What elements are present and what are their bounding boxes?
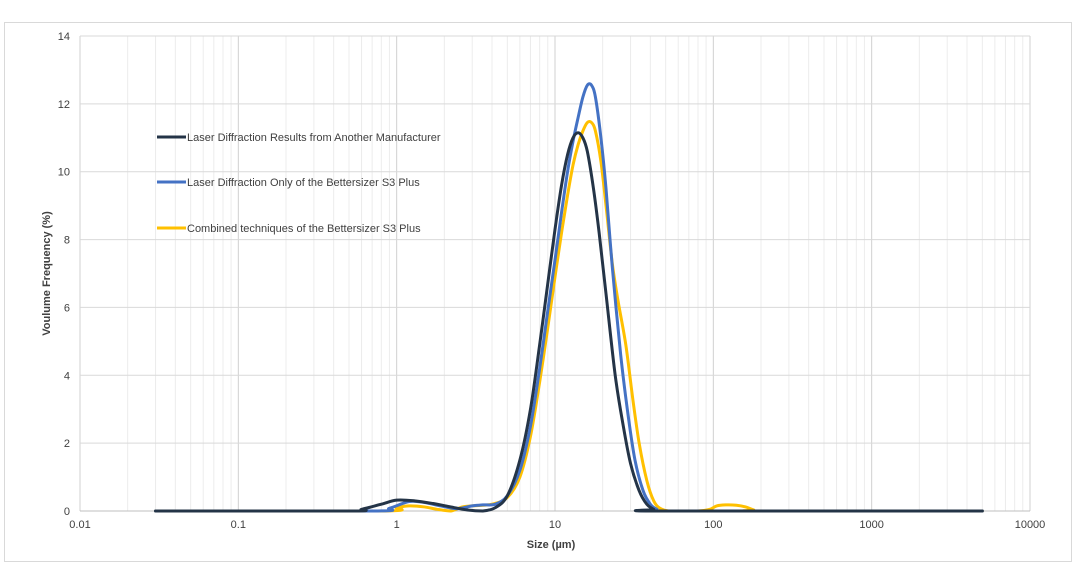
legend-label: Laser Diffraction Only of the Bettersize… bbox=[187, 177, 420, 189]
x-tick-label: 0.01 bbox=[69, 519, 90, 531]
y-tick-label: 14 bbox=[58, 31, 70, 43]
y-tick-label: 10 bbox=[58, 167, 70, 179]
y-tick-label: 12 bbox=[58, 99, 70, 111]
y-tick-label: 4 bbox=[64, 370, 70, 382]
series-lines bbox=[154, 82, 984, 513]
x-tick-label: 10000 bbox=[1015, 519, 1046, 531]
legend-label: Combined techniques of the Bettersizer S… bbox=[187, 223, 421, 235]
grid-lines bbox=[79, 35, 1031, 512]
x-tick-label: 100 bbox=[704, 519, 722, 531]
y-tick-label: 8 bbox=[64, 235, 70, 247]
x-axis-title: Size (µm) bbox=[527, 539, 576, 551]
x-tick-label: 1000 bbox=[859, 519, 883, 531]
chart-frame bbox=[4, 22, 1072, 562]
x-tick-label: 1 bbox=[394, 519, 400, 531]
x-tick-label: 0.1 bbox=[231, 519, 246, 531]
y-tick-label: 2 bbox=[64, 438, 70, 450]
series-line-1 bbox=[154, 131, 984, 513]
tick-labels: 0.01 0.1 1 10 100 1000 10000 0 2 4 6 8 10 12 14 bbox=[58, 31, 1046, 531]
y-tick-label: 6 bbox=[64, 302, 70, 314]
legend-label: Laser Diffraction Results from Another M… bbox=[187, 132, 441, 144]
y-tick-label: 0 bbox=[64, 506, 70, 518]
legend: Laser Diffraction Results from Another M… bbox=[157, 132, 441, 235]
x-tick-label: 10 bbox=[549, 519, 561, 531]
y-axis-title: Voulume Frequency (%) bbox=[41, 211, 53, 336]
